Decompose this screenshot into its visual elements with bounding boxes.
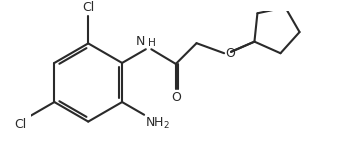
Text: O: O	[171, 91, 181, 104]
Text: NH$_2$: NH$_2$	[145, 116, 170, 131]
Text: Cl: Cl	[14, 118, 26, 131]
Text: H: H	[147, 38, 155, 48]
Text: N: N	[136, 35, 145, 48]
Text: Cl: Cl	[82, 1, 95, 14]
Text: O: O	[226, 47, 235, 60]
